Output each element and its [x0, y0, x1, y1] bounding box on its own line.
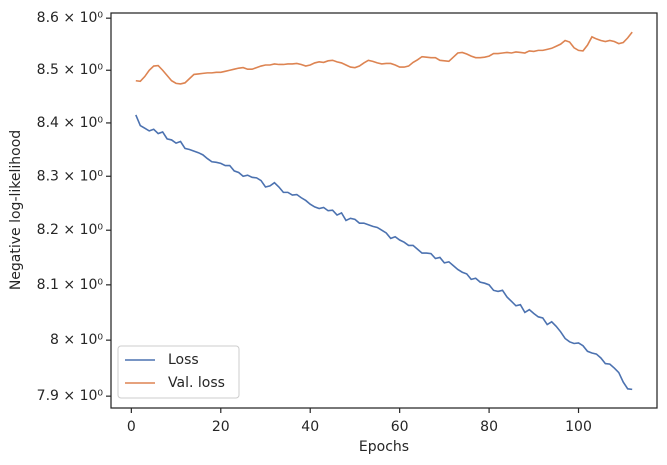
y-tick-label: 7.9 × 10⁰	[37, 388, 104, 404]
y-tick-label: 8.3 × 10⁰	[37, 168, 104, 184]
y-tick-label: 8.4 × 10⁰	[37, 115, 104, 131]
series-line	[135, 114, 633, 391]
x-tick-label: 80	[480, 419, 498, 435]
y-tick-label: 8.6 × 10⁰	[37, 10, 104, 26]
x-tick-label: 20	[212, 419, 230, 435]
x-tick-label: 40	[301, 419, 319, 435]
x-tick-label: 0	[127, 419, 136, 435]
y-axis-label: Negative log-likelihood	[8, 130, 24, 290]
legend-label: Val. loss	[168, 375, 225, 391]
legend-label: Loss	[168, 352, 199, 368]
x-axis-label: Epochs	[359, 439, 409, 455]
y-tick-label: 8 × 10⁰	[50, 332, 103, 348]
x-tick-label: 100	[565, 419, 592, 435]
x-tick-label: 60	[391, 419, 409, 435]
legend-box	[117, 345, 240, 399]
series-line	[135, 31, 633, 85]
plot-frame	[110, 12, 658, 409]
y-tick-label: 8.2 × 10⁰	[37, 222, 104, 238]
y-tick-label: 8.5 × 10⁰	[37, 62, 104, 78]
y-tick-label: 8.1 × 10⁰	[37, 277, 104, 293]
